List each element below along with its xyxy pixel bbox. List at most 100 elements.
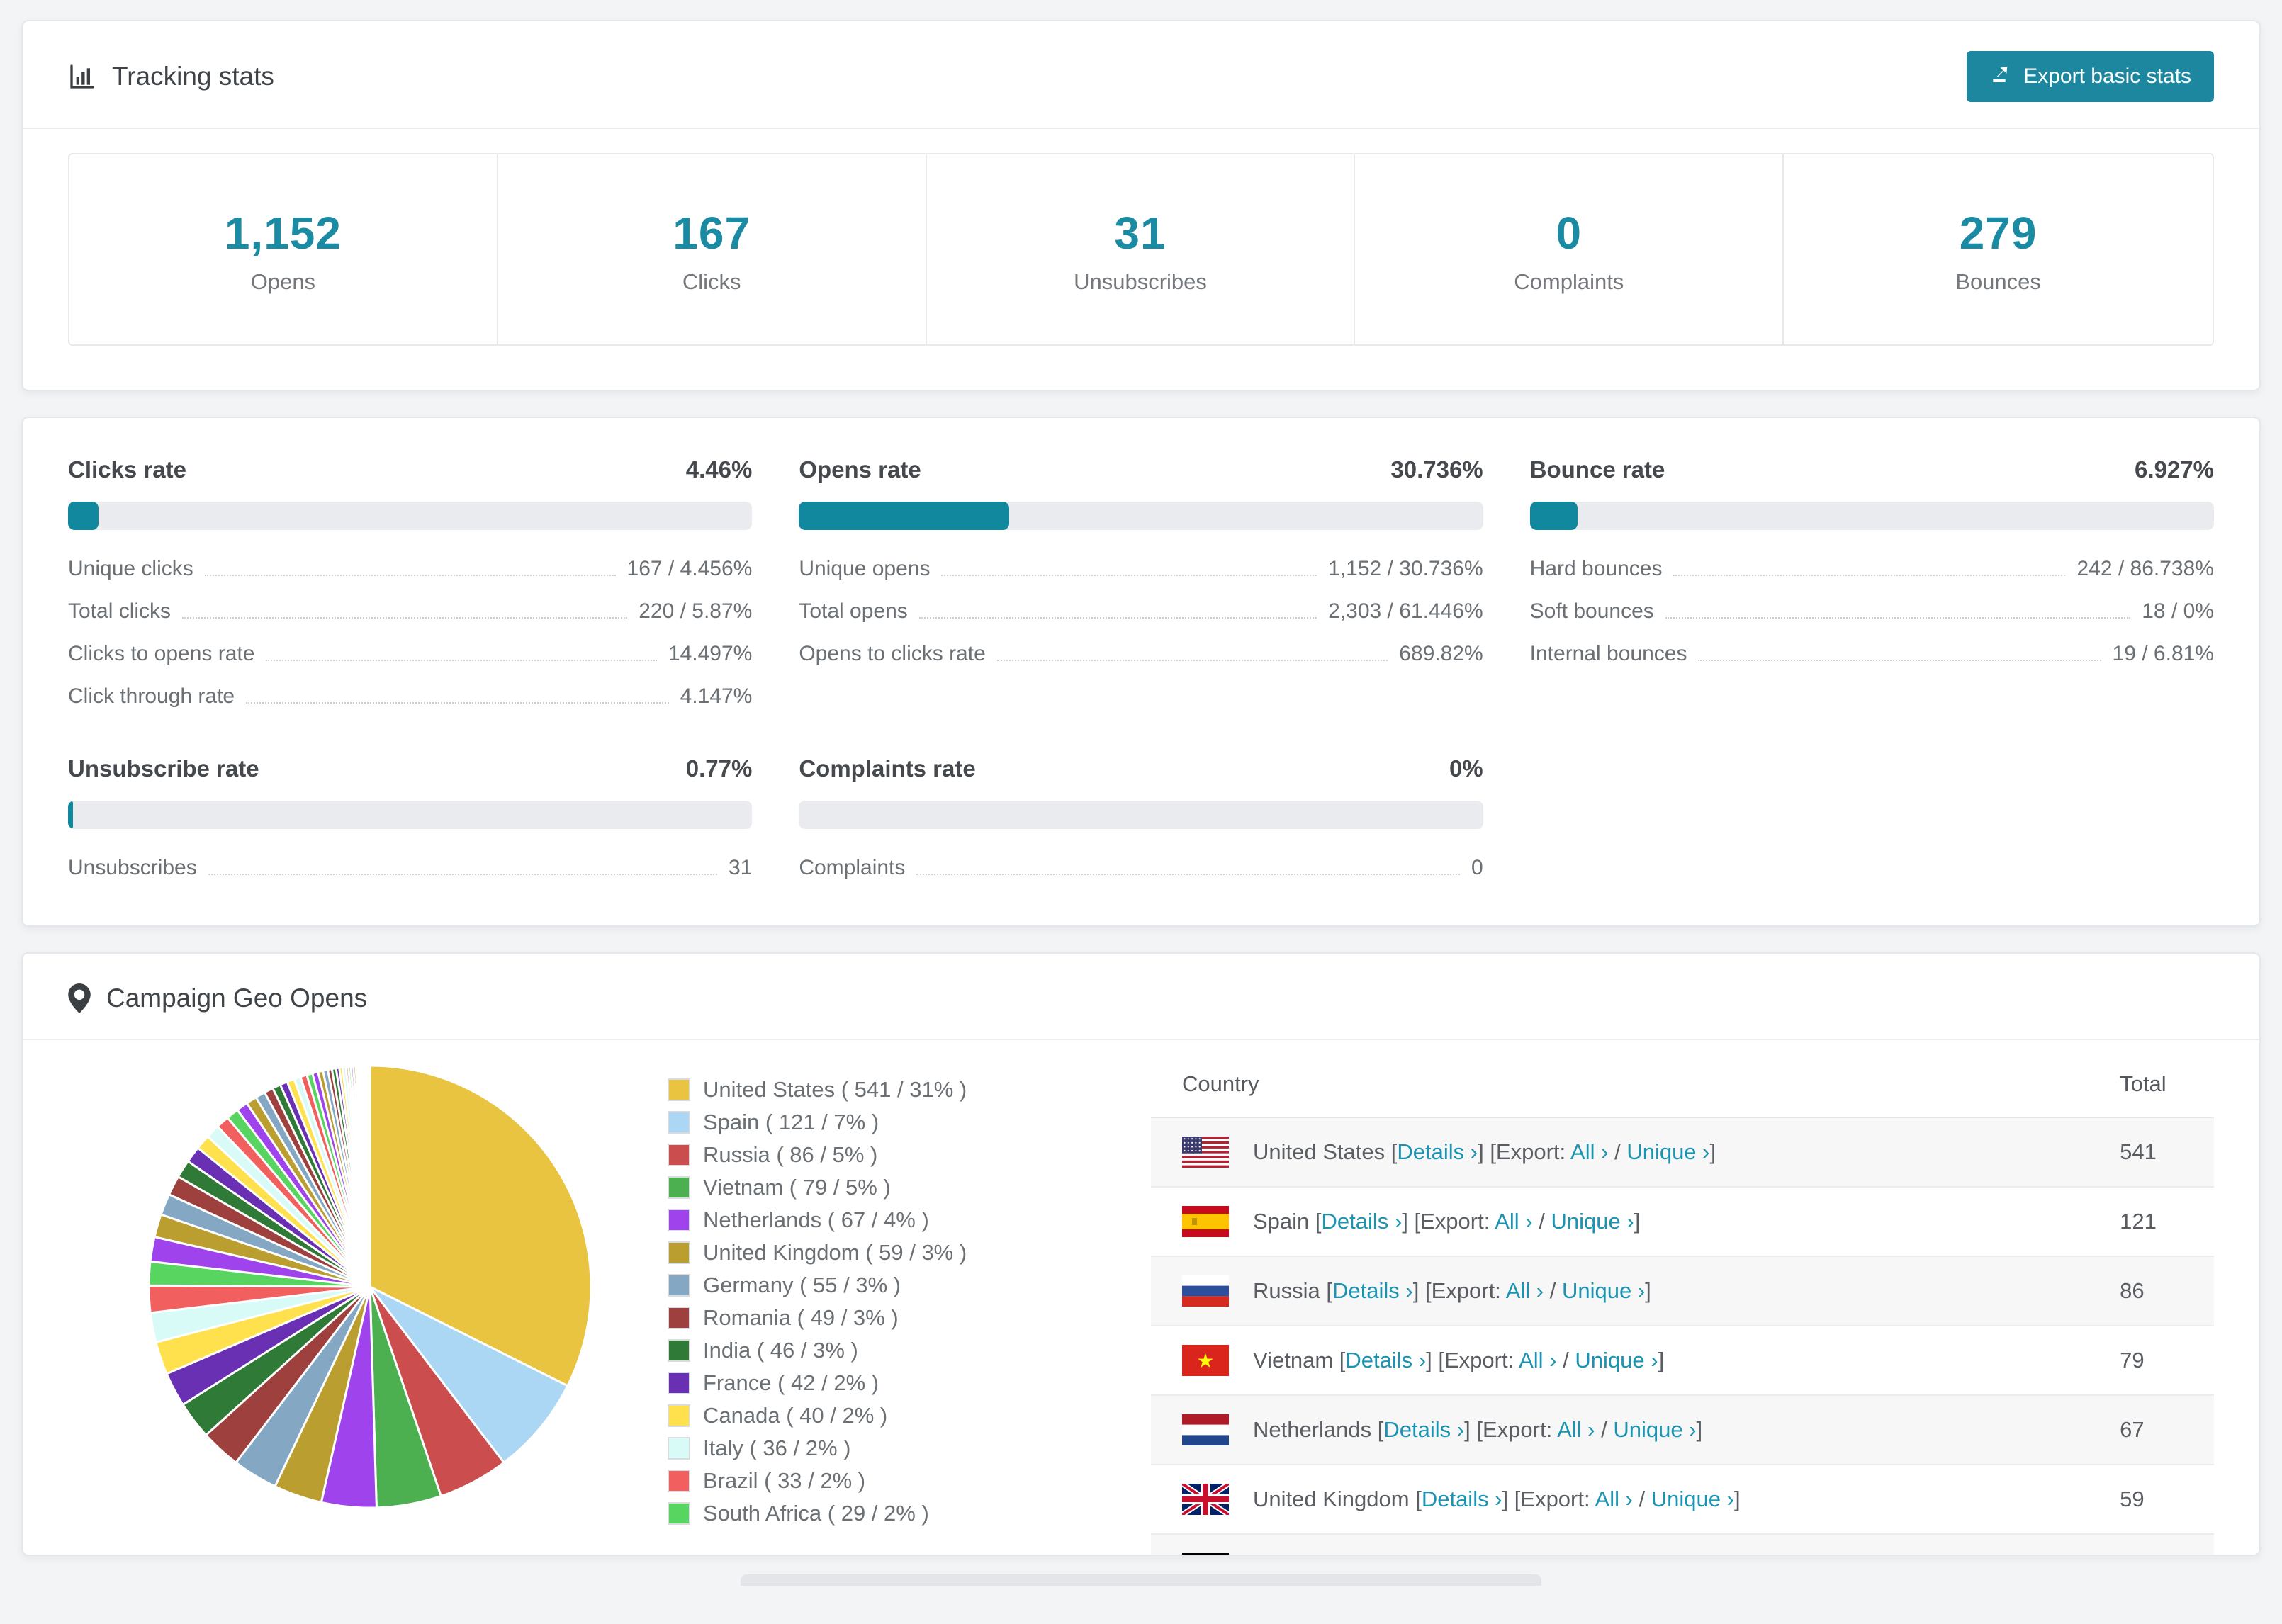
- geo-table-row-gb: United Kingdom [Details ›] [Export: All …: [1151, 1465, 2214, 1535]
- rate-detail-value: 4.147%: [680, 684, 753, 708]
- dotted-leader: [918, 617, 1317, 619]
- export-basic-stats-button[interactable]: Export basic stats: [1967, 51, 2214, 102]
- rate-progress-bar: [1529, 502, 2214, 530]
- rate-detail-row: Unique clicks 167 / 4.456%: [68, 557, 752, 581]
- rate-title: Opens rate: [799, 456, 921, 483]
- export-all-link[interactable]: All ›: [1557, 1417, 1595, 1442]
- rate-detail-row: Unsubscribes 31: [68, 856, 752, 880]
- export-unique-link[interactable]: Unique ›: [1626, 1139, 1710, 1164]
- legend-item[interactable]: United States ( 541 / 31% ): [668, 1077, 967, 1103]
- country-total: 541: [2106, 1117, 2214, 1188]
- export-unique-link[interactable]: Unique ›: [1613, 1417, 1697, 1442]
- country-name: United States: [1253, 1139, 1386, 1164]
- export-all-link[interactable]: All ›: [1519, 1348, 1557, 1372]
- legend-item[interactable]: Romania ( 49 / 3% ): [668, 1305, 967, 1331]
- legend-item[interactable]: South Africa ( 29 / 2% ): [668, 1501, 967, 1526]
- rate-detail-value: 14.497%: [668, 642, 753, 665]
- legend-item[interactable]: Germany ( 55 / 3% ): [668, 1273, 967, 1298]
- legend-item[interactable]: Brazil ( 33 / 2% ): [668, 1468, 967, 1494]
- export-all-link[interactable]: All ›: [1570, 1139, 1609, 1164]
- legend-item[interactable]: United Kingdom ( 59 / 3% ): [668, 1240, 967, 1265]
- rate-detail-value: 2,303 / 61.446%: [1328, 599, 1483, 623]
- dotted-leader: [208, 874, 717, 875]
- geo-opens-card: Campaign Geo Opens United States ( 541 /…: [21, 952, 2261, 1556]
- legend-swatch: [668, 1470, 690, 1492]
- legend-label: India ( 46 / 3% ): [703, 1338, 858, 1363]
- rate-detail-label: Internal bounces: [1529, 642, 1687, 665]
- export-all-link[interactable]: All ›: [1495, 1209, 1533, 1234]
- legend-item[interactable]: India ( 46 / 3% ): [668, 1338, 967, 1363]
- rate-detail-label: Unsubscribes: [68, 856, 197, 879]
- rate-progress-fill: [68, 801, 74, 829]
- rate-section-clicks-rate: Clicks rate 4.46% Unique clicks 167 / 4.456…: [68, 456, 753, 709]
- legend-item[interactable]: Vietnam ( 79 / 5% ): [668, 1175, 967, 1200]
- legend-item[interactable]: Russia ( 86 / 5% ): [668, 1142, 967, 1168]
- export-unique-link[interactable]: Unique ›: [1561, 1278, 1646, 1303]
- legend-swatch: [668, 1078, 690, 1101]
- legend-item[interactable]: Italy ( 36 / 2% ): [668, 1436, 967, 1461]
- legend-item[interactable]: Spain ( 121 / 7% ): [668, 1110, 967, 1135]
- stat-opens: 1,152 Opens: [69, 154, 498, 344]
- dotted-leader: [916, 874, 1460, 875]
- geo-pie-legend: United States ( 541 / 31% ) Spain ( 121 /…: [668, 1077, 967, 1533]
- export-all-link[interactable]: All ›: [1595, 1487, 1633, 1511]
- rate-section-complaints-rate: Complaints rate 0% Complaints 0: [799, 755, 1483, 880]
- total-column-header: Total: [2106, 1051, 2214, 1118]
- legend-item[interactable]: Netherlands ( 67 / 4% ): [668, 1207, 967, 1233]
- stat-label: Clicks: [682, 269, 741, 294]
- rate-detail-value: 242 / 86.738%: [2076, 557, 2214, 580]
- dotted-leader: [1698, 660, 2101, 661]
- dotted-leader: [941, 575, 1317, 576]
- rate-detail-value: 19 / 6.81%: [2112, 642, 2214, 665]
- country-cell: United Kingdom [Details ›] [Export: All …: [1182, 1484, 2098, 1515]
- export-all-link[interactable]: All ›: [1505, 1278, 1544, 1303]
- export-unique-link[interactable]: Unique ›: [1651, 1487, 1734, 1511]
- country-cell: United States [Details ›] [Export: All ›…: [1182, 1137, 2098, 1168]
- geo-pie-slice[interactable]: [369, 1064, 592, 1387]
- country-flag-de: [1182, 1553, 1229, 1555]
- country-total: 121: [2106, 1187, 2214, 1257]
- export-icon: [1989, 62, 2012, 91]
- rate-progress-bar: [68, 502, 753, 530]
- legend-label: United Kingdom ( 59 / 3% ): [703, 1240, 967, 1265]
- legend-label: Romania ( 49 / 3% ): [703, 1305, 899, 1330]
- legend-label: Brazil ( 33 / 2% ): [703, 1468, 866, 1493]
- legend-item[interactable]: Canada ( 40 / 2% ): [668, 1403, 967, 1428]
- legend-item[interactable]: France ( 42 / 2% ): [668, 1370, 967, 1396]
- country-links: United Kingdom [Details ›] [Export: All …: [1253, 1487, 1741, 1511]
- details-link[interactable]: Details ›: [1397, 1139, 1478, 1164]
- details-link[interactable]: Details ›: [1421, 1487, 1502, 1511]
- geo-pie-slice[interactable]: [368, 1064, 371, 1287]
- country-flag-gb: [1182, 1484, 1229, 1515]
- legend-swatch: [668, 1502, 690, 1525]
- rate-progress-fill: [1529, 502, 1578, 530]
- details-link[interactable]: Details ›: [1321, 1209, 1403, 1234]
- dotted-leader: [246, 702, 669, 704]
- export-unique-link[interactable]: Unique ›: [1551, 1209, 1634, 1234]
- country-total: 79: [2106, 1326, 2214, 1396]
- country-name: United Kingdom: [1253, 1487, 1410, 1511]
- rate-detail-label: Soft bounces: [1529, 599, 1654, 623]
- country-flag-vn: [1182, 1345, 1229, 1376]
- stat-value: 167: [673, 208, 751, 259]
- country-links: Netherlands [Details ›] [Export: All › /…: [1253, 1417, 1703, 1442]
- country-total: 55: [2106, 1534, 2214, 1555]
- export-unique-link[interactable]: Unique ›: [1575, 1348, 1658, 1372]
- country-flag-ru: [1182, 1275, 1229, 1307]
- rate-detail-value: 18 / 0%: [2142, 599, 2214, 623]
- rate-progress-bar: [68, 801, 753, 829]
- rate-progress-fill: [68, 502, 99, 530]
- details-link[interactable]: Details ›: [1383, 1417, 1465, 1442]
- rates-grid: Clicks rate 4.46% Unique clicks 167 / 4.456…: [68, 456, 2214, 880]
- country-links: Russia [Details ›] [Export: All › / Uniq…: [1253, 1278, 1651, 1303]
- page: Tracking stats Export basic stats 1,152 O…: [21, 20, 2261, 1586]
- details-link[interactable]: Details ›: [1345, 1348, 1427, 1372]
- rate-detail-row: Total clicks 220 / 5.87%: [68, 599, 752, 624]
- rate-detail-label: Complaints: [799, 856, 906, 879]
- details-link[interactable]: Details ›: [1332, 1278, 1413, 1303]
- rate-detail-value: 31: [728, 856, 753, 879]
- rate-value: 4.46%: [685, 456, 753, 483]
- rate-detail-value: 1,152 / 30.736%: [1328, 557, 1483, 580]
- geo-pie-slice[interactable]: [369, 1285, 569, 1465]
- rate-detail-row: Total opens 2,303 / 61.446%: [799, 599, 1483, 624]
